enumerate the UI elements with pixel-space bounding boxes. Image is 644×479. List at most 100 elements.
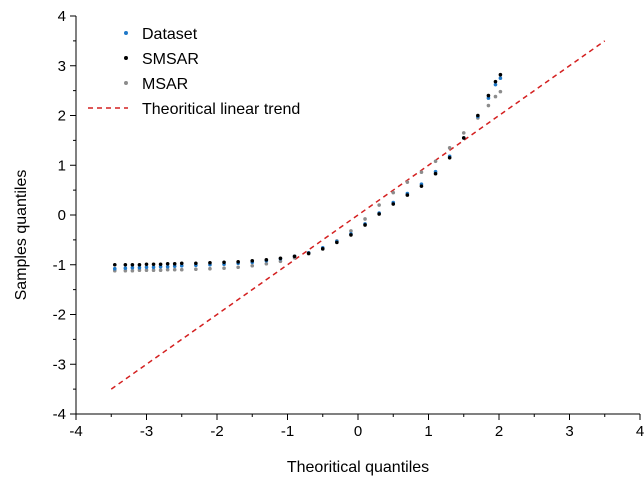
dataset-point [144,265,149,270]
dataset-point [172,264,177,269]
legend-entry-label: MSAR [142,76,188,93]
msar-point [158,268,163,273]
x-tick-label: 4 [636,423,644,440]
msar-point [405,180,410,184]
dataset-point [151,265,156,270]
smsar-point [405,193,410,197]
dataset-point [158,264,163,269]
msar-point [165,267,170,272]
msar-point [447,146,452,150]
msar-point [137,268,142,273]
y-tick-label: -1 [53,257,66,274]
legend-entry-label: SMSAR [142,51,199,68]
trend-line [110,40,606,390]
smsar-point [419,184,424,188]
msar-point [194,267,198,272]
smsar-point [349,233,353,237]
legend-marker-swatch [124,56,128,60]
smsar-point [236,259,240,264]
x-axis-label: Theoritical quantiles [287,459,429,476]
msar-point [419,170,424,175]
smsar-point [391,202,396,206]
smsar-point [151,262,156,267]
dataset-point [179,263,184,268]
x-tick-label: 1 [424,423,432,440]
y-tick-label: -2 [53,307,66,324]
x-tick-label: -3 [140,423,153,440]
legend-entry-label: Theoritical linear trend [142,101,300,118]
smsar-point [461,136,466,140]
msar-point [461,131,466,135]
x-tick-label: 0 [354,423,362,440]
smsar-point [123,262,128,267]
smsar-point [335,240,339,245]
dataset-point [165,264,170,269]
plot-marks [110,40,606,390]
y-tick-label: 0 [58,207,66,224]
smsar-point [363,223,367,227]
smsar-point [433,171,438,176]
smsar-point [493,79,498,84]
legend-marker-swatch [124,81,128,85]
dataset-point [498,76,503,80]
msar-point [433,159,438,164]
smsar-point [137,262,142,267]
msar-point [208,266,212,271]
msar-point [278,259,283,264]
y-axis-label: Samples quantiles [13,170,30,301]
smsar-point [447,155,452,160]
dataset-point [486,96,491,100]
smsar-point [320,247,325,251]
msar-point [391,190,396,195]
smsar-point [222,260,226,265]
dataset-point [493,82,498,87]
smsar-point [194,261,198,266]
msar-point [130,268,135,273]
y-tick-label: 3 [58,58,66,75]
smsar-point [292,254,297,259]
smsar-point [264,257,269,262]
smsar-point [144,262,149,267]
msar-point [349,229,353,233]
legend-entry-label: Dataset [142,26,198,43]
msar-point [493,94,498,99]
smsar-point [306,251,311,256]
msar-point [172,267,177,272]
smsar-point [250,258,255,263]
smsar-point [165,261,170,266]
smsar-point [476,113,480,118]
y-tick-label: 2 [58,108,66,125]
y-tick-label: 4 [58,8,66,25]
msar-point [144,268,149,273]
msar-point [486,103,491,108]
x-tick-label: -1 [281,423,294,440]
smsar-point [130,262,135,267]
x-tick-label: 2 [495,423,503,440]
msar-point [236,265,240,270]
legend-marker-swatch [124,31,128,35]
x-tick-label: -2 [210,423,223,440]
smsar-point [158,262,163,267]
msar-point [498,89,503,94]
axes: -4 -3 -2 -1 0 1 2 3 4 -4 -3 -2 -1 0 1 2 3 4 [53,8,644,440]
smsar-point [377,212,381,216]
msar-point [151,268,156,273]
smsar-point [486,93,491,98]
y-tick-label: 1 [58,157,66,174]
smsar-point [498,72,503,77]
smsar-point [208,260,212,265]
dataset-point [137,265,142,270]
msar-point [123,268,128,273]
msar-point [179,267,184,272]
msar-point [264,261,269,266]
x-tick-label: -4 [69,423,82,440]
msar-point [377,203,381,207]
dataset-point [123,266,128,271]
msar-point [222,266,226,271]
y-tick-label: -4 [53,406,66,423]
dataset-point [112,266,117,271]
y-tick-label: -3 [53,356,66,373]
smsar-point [112,262,117,267]
smsar-point [179,261,184,266]
